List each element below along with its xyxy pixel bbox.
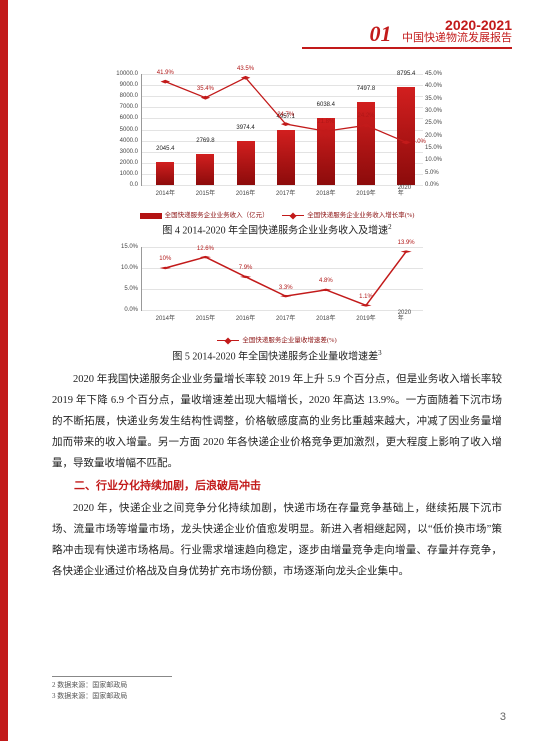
chart-2-legend: 全国快递服务企业量收增速差(%)	[107, 336, 447, 345]
left-border-bar	[0, 0, 8, 741]
chart-1-caption-sup: 2	[388, 223, 392, 231]
footnotes: 2 数据来源：国家邮政局 3 数据来源：国家邮政局	[52, 676, 172, 701]
legend-line-swatch	[282, 215, 304, 216]
chart-2-caption: 图 5 2014-2020 年全国快递服务企业量收增速差3	[107, 348, 447, 365]
page: 01 2020-2021 中国快递物流发展报告 0.01000.02000.03…	[0, 0, 550, 741]
chart-1-plot: 0.01000.02000.03000.04000.05000.06000.07…	[141, 74, 423, 186]
section-number: 01	[370, 23, 392, 45]
chart-2-plot: 0.0%5.0%10.0%15.0%2014年2015年2016年2017年20…	[141, 247, 423, 311]
chart-1: 0.01000.02000.03000.04000.05000.06000.07…	[107, 70, 447, 239]
report-header: 01 2020-2021 中国快递物流发展报告	[302, 18, 512, 49]
chart-2-caption-sup: 3	[378, 349, 382, 357]
chart-1-legend: 全国快递服务企业业务收入（亿元） 全国快递服务企业业务收入增长率(%)	[107, 211, 447, 220]
content-area: 0.01000.02000.03000.04000.05000.06000.07…	[52, 70, 502, 582]
header-rule	[302, 47, 512, 49]
legend-bar-swatch	[140, 213, 162, 219]
header-text-block: 2020-2021 中国快递物流发展报告	[402, 18, 512, 45]
legend-line-text-2: 全国快递服务企业量收增速差(%)	[242, 337, 336, 344]
legend-bar-text: 全国快递服务企业业务收入（亿元）	[165, 212, 269, 219]
paragraph-1: 2020 年我国快递服务企业业务量增长率较 2019 年上升 5.9 个百分点，…	[52, 369, 502, 474]
section-heading: 二、行业分化持续加剧，后浪破局冲击	[52, 474, 502, 498]
page-number: 3	[500, 712, 506, 723]
chart-1-caption: 图 4 2014-2020 年全国快递服务企业业务收入及增速2	[107, 222, 447, 239]
chart-2: 0.0%5.0%10.0%15.0%2014年2015年2016年2017年20…	[107, 243, 447, 364]
footnote-2: 2 数据来源：国家邮政局	[52, 680, 172, 691]
header-year: 2020-2021	[402, 18, 512, 32]
footnote-3: 3 数据来源：国家邮政局	[52, 691, 172, 702]
legend-line-text: 全国快递服务企业业务收入增长率(%)	[307, 212, 414, 219]
chart-1-caption-text: 图 4 2014-2020 年全国快递服务企业业务收入及增速	[162, 225, 388, 236]
chart-2-caption-text: 图 5 2014-2020 年全国快递服务企业量收增速差	[172, 351, 378, 362]
paragraph-2: 2020 年，快递企业之间竞争分化持续加剧，快递市场在存量竞争基础上，继续拓展下…	[52, 498, 502, 582]
legend-line-swatch-2	[217, 340, 239, 341]
header-subtitle: 中国快递物流发展报告	[402, 32, 512, 45]
